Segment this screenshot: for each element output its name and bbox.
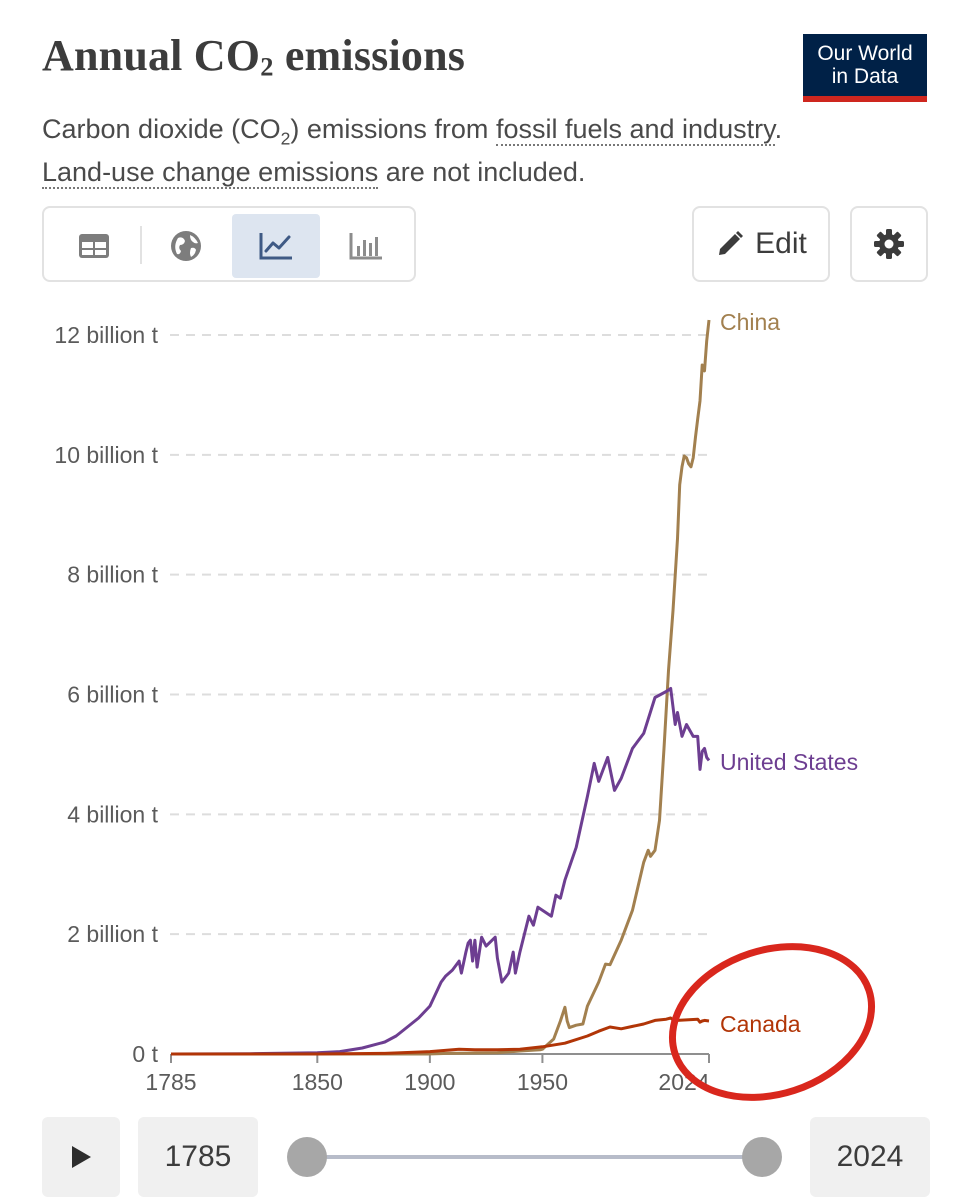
x-tick-label: 1850 — [292, 1069, 343, 1095]
y-tick-label: 2 billion t — [67, 921, 158, 947]
owid-logo[interactable]: Our World in Data — [803, 34, 927, 102]
gear-icon — [874, 229, 904, 259]
start-year-handle[interactable] — [287, 1137, 327, 1177]
y-tick-label: 10 billion t — [54, 442, 158, 468]
series-line-united-states[interactable] — [170, 687, 711, 1056]
series-line-canada[interactable] — [171, 1016, 710, 1056]
end-year-box[interactable]: 2024 — [810, 1117, 930, 1197]
x-tick-label: 1785 — [145, 1069, 196, 1095]
line-chart-icon — [259, 233, 292, 260]
gridlines — [170, 334, 709, 936]
tab-table[interactable] — [50, 214, 138, 278]
logo-line1: Our World — [817, 42, 913, 65]
view-tabs — [42, 206, 416, 282]
series-line-china[interactable] — [171, 319, 711, 1056]
title-subscript: 2 — [260, 51, 274, 82]
logo-line2: in Data — [831, 65, 899, 88]
tab-divider — [140, 226, 142, 264]
title-main: Annual CO — [42, 31, 261, 80]
series-label-china[interactable]: China — [720, 309, 780, 335]
y-tick-label: 4 billion t — [67, 801, 158, 827]
title-end: emissions — [273, 31, 466, 80]
subtitle-subscript: 2 — [280, 128, 291, 149]
end-year-handle[interactable] — [742, 1137, 782, 1177]
x-tick-label: 1900 — [404, 1069, 455, 1095]
play-button[interactable] — [42, 1117, 120, 1197]
subtitle-text-c: . — [774, 114, 783, 144]
timeline-track[interactable] — [306, 1155, 762, 1159]
subtitle-text-b: ) emissions from — [290, 114, 496, 144]
settings-button[interactable] — [850, 206, 928, 282]
land-use-link[interactable]: Land-use change emissions — [42, 157, 379, 190]
y-tick-label: 8 billion t — [67, 562, 158, 588]
series-labels: China United States Canada — [720, 309, 858, 1037]
y-tick-label: 6 billion t — [67, 682, 158, 708]
series-lines — [170, 319, 711, 1056]
line-chart: 0 t 2 billion t 4 billion t 6 billion t 8 bi… — [54, 309, 876, 1101]
globe-icon — [171, 231, 201, 261]
annotation-circle — [668, 943, 876, 1101]
series-label-canada[interactable]: Canada — [720, 1011, 801, 1037]
edit-button[interactable]: Edit — [692, 206, 830, 282]
tab-chart[interactable] — [232, 214, 320, 278]
x-tick-label: 1950 — [517, 1069, 568, 1095]
series-label-united-states[interactable]: United States — [720, 749, 858, 775]
chart-subtitle: Carbon dioxide (CO2) emissions from foss… — [42, 112, 902, 190]
pencil-icon — [719, 231, 744, 255]
start-year-box[interactable]: 1785 — [138, 1117, 258, 1197]
table-icon — [79, 234, 109, 258]
tab-marimekko[interactable] — [322, 214, 410, 278]
y-axis-ticks: 0 t 2 billion t 4 billion t 6 billion t 8 bi… — [54, 322, 158, 1067]
tab-map[interactable] — [142, 214, 230, 278]
y-tick-label: 0 t — [132, 1041, 158, 1067]
bar-chart-icon — [349, 233, 382, 260]
chart-title: Annual CO2 emissions — [42, 30, 465, 82]
edit-label: Edit — [755, 227, 807, 260]
subtitle-text-d: are not included. — [378, 157, 586, 188]
subtitle-text-a: Carbon dioxide (CO — [42, 114, 281, 144]
y-tick-label: 12 billion t — [54, 322, 158, 348]
fossil-fuels-link[interactable]: fossil fuels and industry — [495, 114, 775, 146]
play-icon — [72, 1146, 91, 1168]
x-axis: 1785 1850 1900 1950 2024 — [145, 1053, 710, 1095]
